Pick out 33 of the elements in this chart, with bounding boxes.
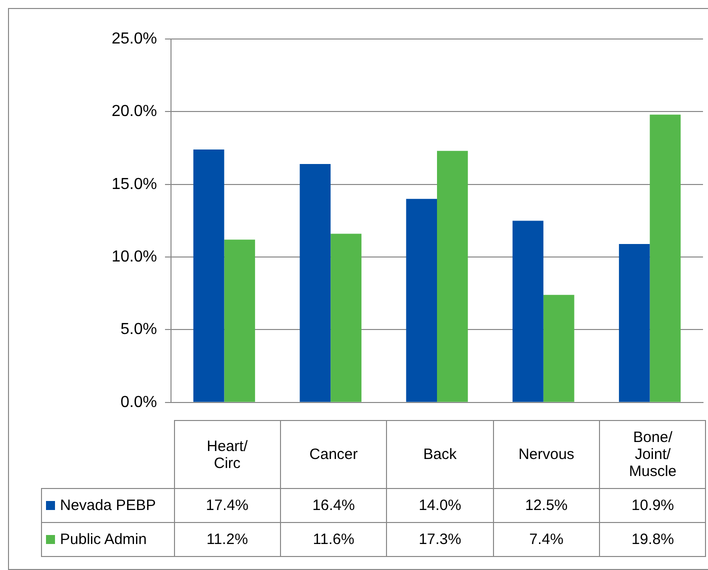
legend-label: Public Admin (42, 522, 174, 556)
data-label: 17.3% (386, 522, 494, 556)
data-label: 12.5% (493, 488, 600, 522)
bar (193, 149, 224, 402)
bar (406, 198, 437, 402)
data-label: 19.8% (600, 522, 706, 556)
bar (300, 164, 331, 402)
y-tick-label: 10.0% (112, 248, 157, 266)
bar (618, 244, 650, 402)
data-label: 7.4% (493, 522, 600, 556)
data-label: 11.2% (174, 522, 280, 556)
y-tick-label: 0.0% (120, 394, 157, 411)
data-label: 14.0% (386, 488, 494, 522)
x-tick-label: Bone/Joint/Muscle (628, 429, 678, 480)
x-tick-label: Nervous (517, 446, 576, 463)
y-tick-label: 15.0% (112, 176, 157, 193)
x-tick-label: Cancer (308, 446, 359, 463)
bar (512, 220, 544, 402)
data-label: 17.4% (174, 488, 280, 522)
y-tick-label: 20.0% (112, 103, 157, 120)
data-label: 16.4% (280, 488, 387, 522)
bar (330, 234, 362, 402)
x-tick-label: Back (422, 446, 458, 463)
data-label: 11.6% (280, 522, 387, 556)
bar (437, 150, 468, 402)
y-tick-label: 5.0% (120, 321, 157, 338)
bar (224, 240, 256, 402)
y-tick-label: 25.0% (112, 30, 157, 48)
bar (543, 294, 574, 402)
data-label: 10.9% (600, 488, 706, 522)
x-tick-label: Heart/Circ (206, 438, 249, 472)
bar (650, 114, 681, 402)
legend-label: Nevada PEBP (42, 488, 174, 522)
